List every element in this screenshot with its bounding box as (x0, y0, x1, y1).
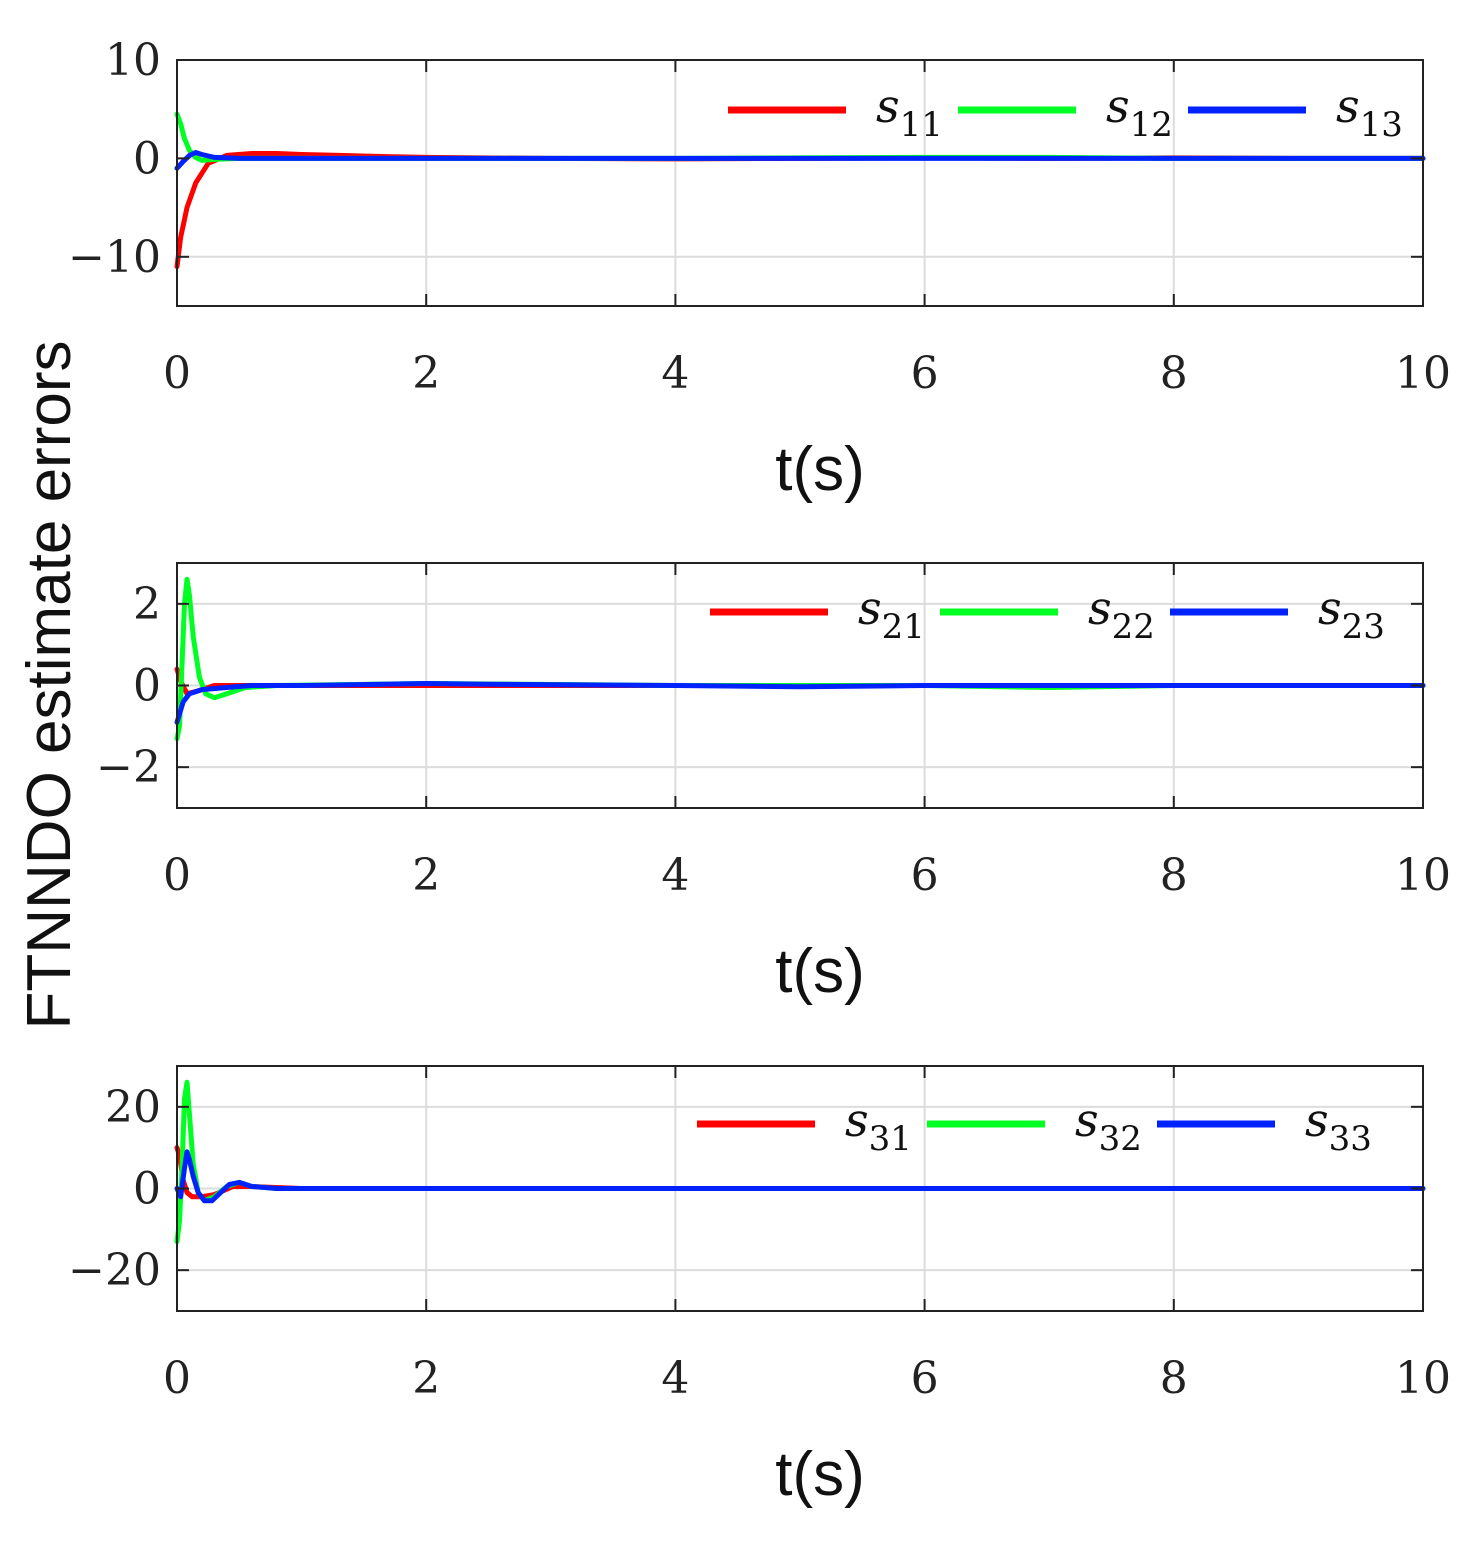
x-tick-label: 0 (163, 1353, 191, 1404)
x-tick-label: 10 (1395, 348, 1451, 399)
shared-y-axis-label: FTNNDO estimate errors (15, 341, 84, 1030)
x-tick-label: 2 (412, 348, 440, 399)
x-tick-label: 4 (661, 850, 689, 901)
x-tick-label: 4 (661, 1353, 689, 1404)
series-line-s13 (174, 150, 1426, 171)
x-axis-label: t(s) (775, 1440, 865, 1509)
x-tick-label: 6 (911, 850, 939, 901)
x-tick-label: 10 (1395, 1353, 1451, 1404)
y-tick-label: 0 (133, 1164, 161, 1215)
x-tick-label: 8 (1160, 348, 1188, 399)
y-tick-label: 2 (133, 579, 161, 630)
x-tick-label: 0 (163, 850, 191, 901)
x-tick-label: 10 (1395, 850, 1451, 901)
y-tick-label: 0 (133, 133, 161, 184)
y-tick-label: −10 (68, 232, 161, 283)
y-tick-label: 0 (133, 661, 161, 712)
y-tick-label: 10 (105, 35, 161, 86)
x-tick-label: 8 (1160, 850, 1188, 901)
y-tick-label: 20 (105, 1082, 161, 1133)
x-tick-label: 2 (412, 850, 440, 901)
x-tick-label: 0 (163, 348, 191, 399)
x-axis-label: t(s) (775, 435, 865, 504)
series-line-s23 (174, 681, 1426, 725)
y-tick-label: −2 (96, 742, 161, 793)
x-tick-label: 2 (412, 1353, 440, 1404)
x-tick-label: 8 (1160, 1353, 1188, 1404)
axes-frame (176, 59, 1424, 307)
plot-area (177, 60, 1423, 306)
series-line-s33 (174, 1149, 1426, 1204)
x-tick-label: 6 (911, 1353, 939, 1404)
y-tick-label: −20 (68, 1245, 161, 1296)
x-tick-label: 4 (661, 348, 689, 399)
x-axis-label: t(s) (775, 937, 865, 1006)
x-tick-label: 6 (911, 348, 939, 399)
